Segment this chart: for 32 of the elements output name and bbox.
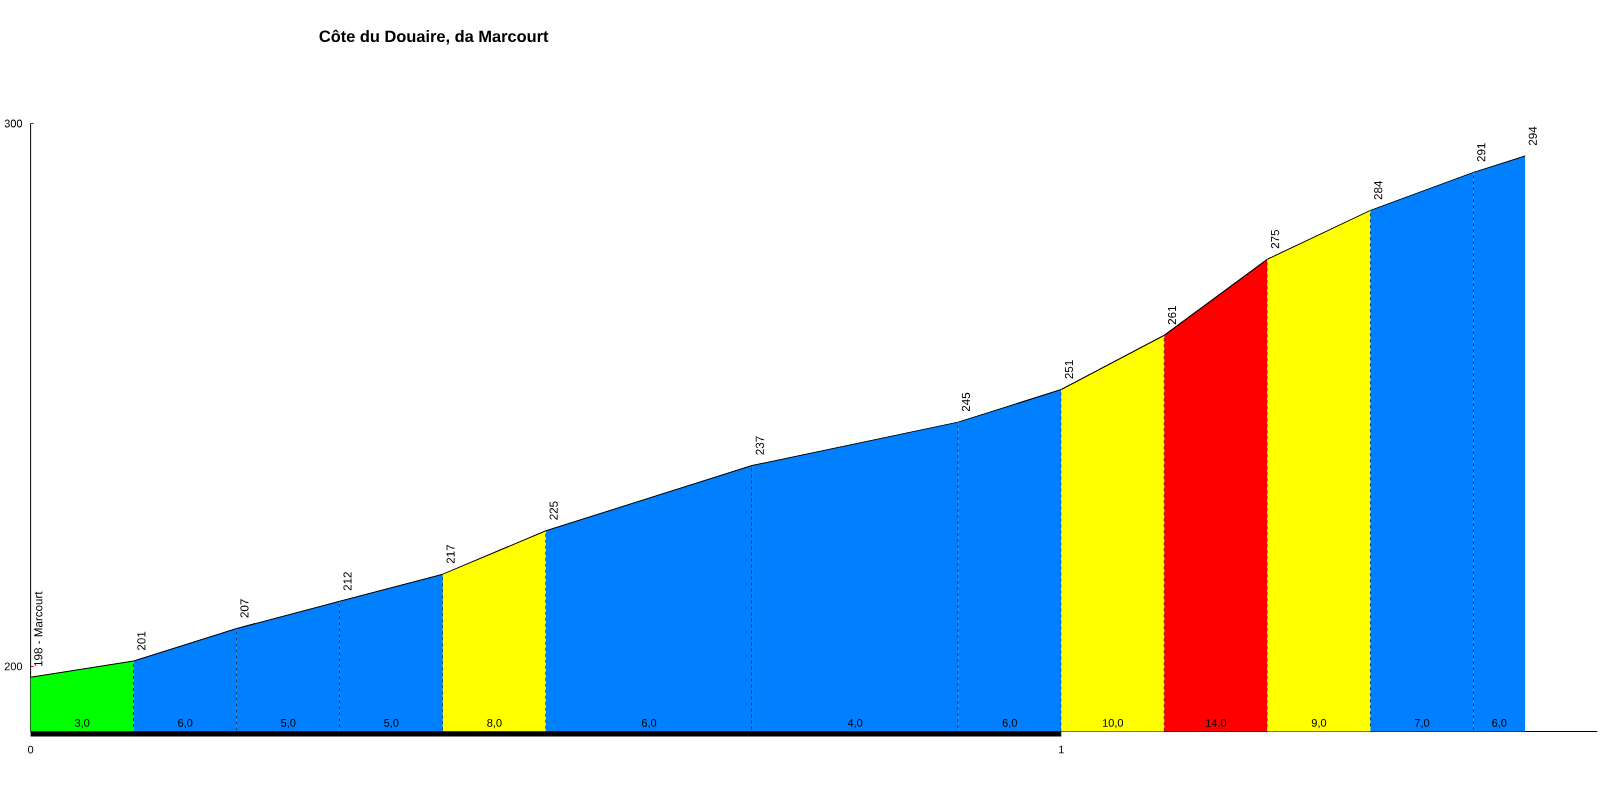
annotation: 6,0 xyxy=(178,719,193,729)
annotation: 8,0 xyxy=(487,719,502,729)
data-label: 251 xyxy=(1064,360,1074,379)
annotation: 3,0 xyxy=(74,719,90,729)
data-label: 294 xyxy=(1528,126,1537,146)
data-label: 225 xyxy=(549,501,558,520)
data-label: 284 xyxy=(1374,180,1383,200)
chart-title: Côte du Douaire, da Marcourt xyxy=(319,29,549,45)
x-tick-label: 0 xyxy=(27,745,34,754)
data-label: 217 xyxy=(446,544,455,564)
annotation: 5,0 xyxy=(384,719,399,729)
annotation: 4,0 xyxy=(847,719,863,729)
data-label: 201 xyxy=(137,631,146,651)
annotation: 6,0 xyxy=(1002,719,1017,729)
data-label: 207 xyxy=(240,599,249,618)
y-tick-label: 200 xyxy=(4,662,23,671)
annotation: 9,0 xyxy=(1311,719,1327,729)
data-label: 291 xyxy=(1477,143,1486,162)
data-label: 212 xyxy=(343,572,352,591)
y-tick-label: 300 xyxy=(4,119,23,128)
annotation: 6,0 xyxy=(1492,719,1507,729)
data-label: 261 xyxy=(1167,306,1177,325)
annotation: 14,0 xyxy=(1206,719,1227,729)
data-label: 198 - Marcourt xyxy=(34,591,43,667)
data-label: 245 xyxy=(961,392,971,412)
data-label: 237 xyxy=(755,436,764,455)
annotation: 7,0 xyxy=(1414,719,1430,729)
annotation: 6,0 xyxy=(641,719,657,729)
annotation: 10,0 xyxy=(1102,719,1124,729)
annotation: 5,0 xyxy=(281,719,296,729)
x-tick-label: 1 xyxy=(1059,745,1064,754)
data-label: 275 xyxy=(1271,229,1280,249)
